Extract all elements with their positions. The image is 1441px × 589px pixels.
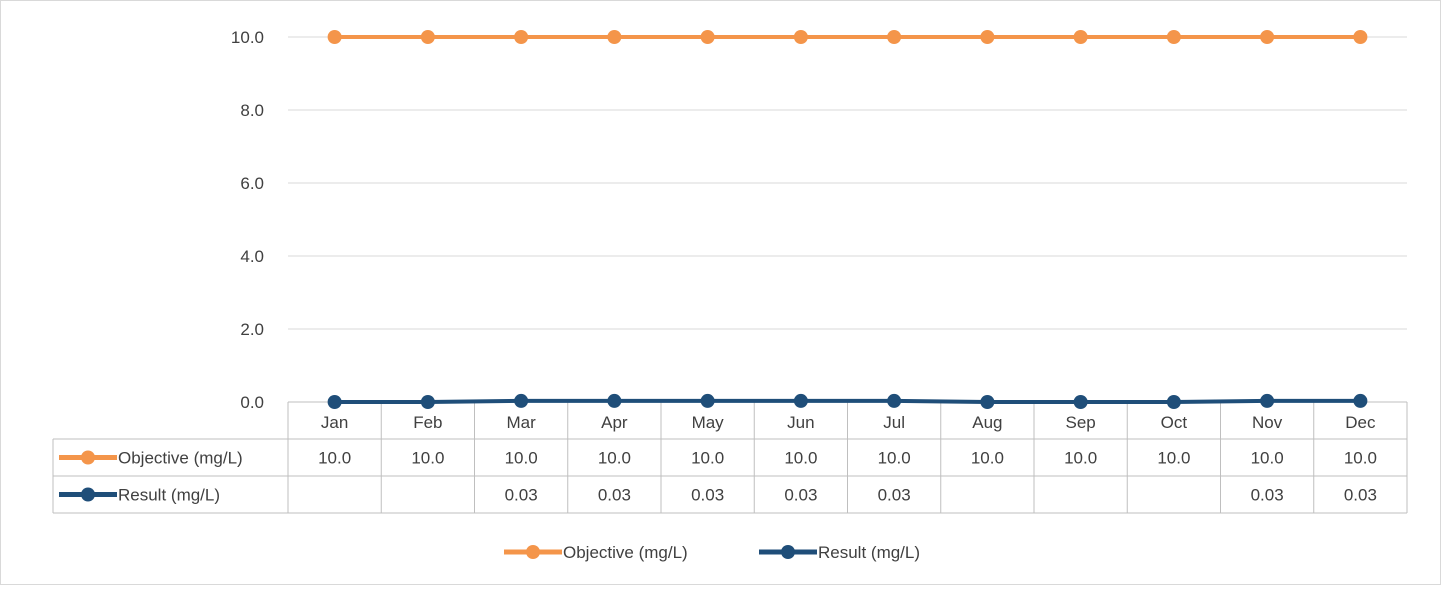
- series-point: [793, 30, 808, 44]
- table-cell-value: 10.0: [784, 449, 817, 468]
- table-cell-value: 0.03: [784, 486, 817, 505]
- legend-key-marker: [526, 545, 540, 559]
- series-point: [700, 393, 715, 408]
- series-point: [887, 393, 902, 408]
- data-table: Jan Feb Mar Apr May Jun Jul Aug Sep Oct Nov Dec Obje…: [52, 401, 1408, 514]
- series-lines: [327, 30, 1368, 409]
- table-series-key-marker: [81, 487, 95, 502]
- table-cell-value: 10.0: [1251, 449, 1284, 468]
- table-cell-value: 0.03: [1344, 486, 1377, 505]
- table-cell-value: 10.0: [971, 449, 1004, 468]
- series-point: [1353, 393, 1368, 408]
- table-cell-value: 10.0: [878, 449, 911, 468]
- table-series-name: Objective (mg/L): [118, 449, 243, 468]
- y-tick-label: 4.0: [240, 247, 264, 266]
- table-cell-value: 10.0: [1064, 449, 1097, 468]
- table-cell-value: 10.0: [691, 449, 724, 468]
- legend-entry-label: Result (mg/L): [818, 543, 920, 562]
- x-category-label: Sep: [1066, 413, 1096, 432]
- table-cell-value: 0.03: [691, 486, 724, 505]
- table-cell-value: 10.0: [318, 449, 351, 468]
- legend-key-marker: [781, 545, 795, 559]
- series-point: [514, 393, 529, 408]
- series-point: [327, 30, 342, 44]
- table-cell-value: 10.0: [1344, 449, 1377, 468]
- series-point: [327, 395, 342, 409]
- table-series-key-marker: [81, 450, 95, 465]
- x-category-label: Jan: [321, 413, 348, 432]
- x-category-label: Aug: [972, 413, 1002, 432]
- series-point: [420, 395, 435, 409]
- table-cell-value: 10.0: [411, 449, 444, 468]
- y-tick-label: 0.0: [240, 393, 264, 412]
- y-tick-label: 2.0: [240, 320, 264, 339]
- series-point: [607, 393, 622, 408]
- x-category-label: May: [692, 413, 725, 432]
- table-cell-value: 0.03: [505, 486, 538, 505]
- series-point: [1260, 30, 1275, 44]
- table-series-name: Result (mg/L): [118, 486, 220, 505]
- x-category-label: Apr: [601, 413, 628, 432]
- series-point: [1260, 393, 1275, 408]
- table-cell-value: 10.0: [1157, 449, 1190, 468]
- series-point: [607, 30, 622, 44]
- series-point: [1073, 30, 1088, 44]
- series-point: [1073, 395, 1088, 409]
- series-point: [887, 30, 902, 44]
- y-axis-tick-labels: 0.0 2.0 4.0 6.0 8.0 10.0: [231, 28, 264, 412]
- y-tick-label: 10.0: [231, 28, 264, 47]
- series-point: [1353, 30, 1368, 44]
- table-cell-value: 0.03: [1251, 486, 1284, 505]
- x-category-label: Jul: [883, 413, 905, 432]
- legend: Objective (mg/L) Result (mg/L): [504, 543, 920, 562]
- gridlines: [288, 36, 1407, 403]
- series-line: [334, 398, 1361, 404]
- series-point: [1166, 30, 1181, 44]
- table-cell-value: 0.03: [598, 486, 631, 505]
- x-category-label: Dec: [1345, 413, 1376, 432]
- x-category-label: Feb: [413, 413, 442, 432]
- table-cell-value: 10.0: [505, 449, 538, 468]
- series-point: [700, 30, 715, 44]
- series-point: [793, 393, 808, 408]
- series-point: [980, 30, 995, 44]
- y-tick-label: 8.0: [240, 101, 264, 120]
- x-category-label: Oct: [1161, 413, 1188, 432]
- series-point: [1166, 395, 1181, 409]
- series-point: [420, 30, 435, 44]
- x-category-label: Jun: [787, 413, 814, 432]
- y-tick-label: 6.0: [240, 174, 264, 193]
- series-point: [514, 30, 529, 44]
- legend-entry-label: Objective (mg/L): [563, 543, 688, 562]
- table-cell-value: 0.03: [878, 486, 911, 505]
- x-category-label: Mar: [506, 413, 536, 432]
- table-cell-value: 10.0: [598, 449, 631, 468]
- series-point: [980, 395, 995, 409]
- x-category-label: Nov: [1252, 413, 1283, 432]
